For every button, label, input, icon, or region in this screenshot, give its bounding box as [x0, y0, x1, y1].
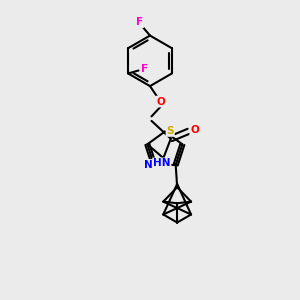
Text: HN: HN	[153, 158, 171, 168]
Text: O: O	[156, 97, 165, 106]
Text: N: N	[144, 160, 152, 170]
Text: F: F	[136, 17, 143, 27]
Text: F: F	[141, 64, 148, 74]
Text: O: O	[190, 125, 199, 135]
Text: S: S	[167, 126, 174, 136]
